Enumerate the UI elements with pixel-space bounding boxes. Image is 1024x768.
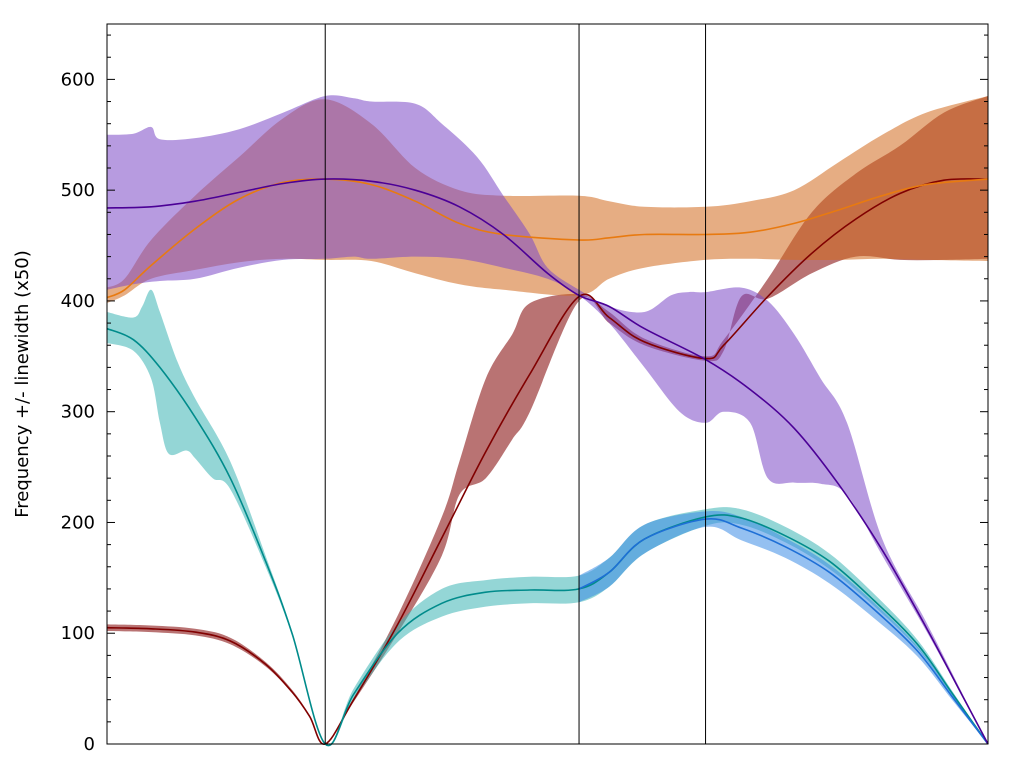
y-axis-label: Frequency +/- linewidth (x50) [12,250,33,518]
dispersion-lines [106,178,989,747]
dispersion-line-3 [578,517,989,745]
linewidth-band-5 [107,95,988,744]
plot-frame [106,23,989,745]
linewidth-bands [107,95,988,746]
y-tick-label: 100 [61,623,95,644]
y-tick-label: 300 [61,402,95,423]
y-tick-label: 0 [84,734,95,755]
y-axis-ticks: 0 100 200 300 400 500 600 [61,34,988,755]
high-symmetry-lines [324,24,707,744]
dispersion-line-5 [106,178,989,745]
y-tick-label: 400 [61,291,95,312]
y-tick-label: 500 [61,180,95,201]
y-tick-label: 600 [61,69,95,90]
y-tick-label: 200 [61,512,95,533]
dispersion-line-1 [106,178,989,745]
dispersion-line-2 [106,327,989,747]
